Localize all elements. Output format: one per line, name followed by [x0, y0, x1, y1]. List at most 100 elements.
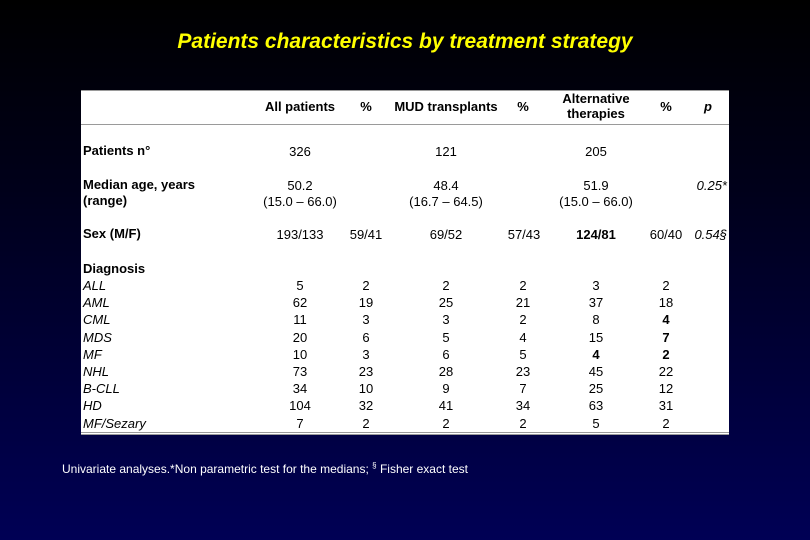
- footnote-test: Fisher exact test: [376, 462, 468, 476]
- diagnosis-alt: 37: [588, 295, 604, 311]
- patients-n-label: Patients n°: [83, 143, 151, 158]
- diagnosis-all-pct: 19: [358, 295, 374, 311]
- diagnosis-mud-pct: 4: [519, 329, 527, 345]
- median-age-all-range: (15.0 – 66.0): [263, 194, 337, 209]
- diagnosis-alt-pct: 2: [662, 346, 670, 362]
- header-all-patients: All patients: [264, 99, 336, 114]
- bottom-rule: [81, 432, 729, 433]
- diagnosis-alt-pct: 2: [662, 415, 670, 431]
- median-age-alt-range: (15.0 – 66.0): [559, 194, 633, 209]
- diagnosis-mud: 41: [438, 398, 454, 414]
- diagnosis-mud: 25: [438, 295, 454, 311]
- diagnosis-all: 7: [296, 415, 304, 431]
- median-age-range-label: (range): [83, 193, 128, 208]
- diagnosis-all-pct: 32: [358, 398, 374, 414]
- diagnosis-all: 73: [292, 364, 308, 379]
- sex-all-pct: 59/41: [349, 227, 383, 242]
- diagnosis-name: B-CLL: [83, 381, 120, 397]
- diagnosis-alt-pct: 7: [662, 329, 670, 345]
- slide-title: Patients characteristics by treatment st…: [177, 30, 633, 53]
- sex-mud: 69/52: [429, 227, 463, 242]
- header-mud-transplants: MUD transplants: [394, 99, 498, 114]
- diagnosis-all-pct: 6: [362, 329, 370, 345]
- diagnosis-label: Diagnosis: [83, 261, 146, 276]
- diagnosis-alt: 4: [592, 346, 600, 362]
- sex-label: Sex (M/F): [83, 226, 141, 241]
- diagnosis-mud: 6: [442, 346, 450, 362]
- header-p-value: p: [704, 99, 712, 114]
- diagnosis-all: 20: [292, 329, 308, 345]
- sex-all: 193/133: [276, 227, 324, 242]
- diagnosis-alt-pct: 22: [658, 364, 674, 379]
- diagnosis-name: CML: [83, 312, 111, 328]
- diagnosis-all: 11: [293, 312, 307, 328]
- median-age-p-value: 0.25*: [696, 178, 727, 193]
- diagnosis-name: NHL: [83, 364, 110, 379]
- median-age-label: Median age, years: [83, 177, 195, 192]
- diagnosis-mud: 9: [442, 381, 450, 397]
- diagnosis-name: AML: [83, 295, 110, 311]
- median-age-alt: 51.9: [583, 178, 609, 193]
- diagnosis-all-pct: 3: [362, 312, 370, 328]
- diagnosis-mud-pct: 21: [515, 295, 531, 311]
- diagnosis-mud-pct: 7: [519, 381, 527, 397]
- diagnosis-name: MF: [83, 346, 102, 362]
- header-pct-mud: %: [517, 99, 529, 114]
- diagnosis-mud-pct: 23: [515, 364, 531, 379]
- diagnosis-all-pct: 23: [358, 364, 374, 379]
- sex-alt: 124/81: [576, 227, 616, 242]
- diagnosis-alt-pct: 12: [658, 381, 674, 397]
- median-age-all: 50.2: [287, 178, 313, 193]
- patients-n-mud: 121: [435, 144, 457, 159]
- diagnosis-alt-pct: 31: [658, 398, 674, 414]
- header-pct-alt: %: [660, 99, 672, 114]
- sex-alt-pct: 60/40: [649, 227, 683, 242]
- diagnosis-alt: 8: [592, 312, 600, 328]
- diagnosis-mud: 28: [438, 364, 454, 379]
- median-age-mud-range: (16.7 – 64.5): [409, 194, 483, 209]
- diagnosis-alt: 63: [588, 398, 604, 414]
- diagnosis-all-pct: 3: [362, 346, 370, 362]
- diagnosis-name: ALL: [83, 278, 107, 293]
- diagnosis-mud-pct: 2: [519, 312, 527, 328]
- diagnosis-mud: 5: [442, 329, 450, 345]
- sex-mud-pct: 57/43: [507, 227, 541, 242]
- header-pct-all: %: [360, 99, 372, 114]
- sex-p-value: 0.54§: [694, 227, 727, 242]
- diagnosis-all: 5: [296, 278, 304, 293]
- diagnosis-all: 34: [292, 381, 308, 397]
- diagnosis-mud: 2: [442, 415, 450, 431]
- footnote: Univariate analyses.*Non parametric test…: [62, 461, 468, 476]
- diagnosis-mud-pct: 5: [519, 346, 527, 362]
- header-alternative-therapies: Alternative therapies: [562, 91, 630, 121]
- diagnosis-name: MF/Sezary: [83, 415, 146, 431]
- diagnosis-mud: 2: [442, 278, 450, 293]
- diagnosis-alt-pct: 18: [658, 295, 674, 311]
- diagnosis-all: 62: [292, 295, 308, 311]
- diagnosis-mud: 3: [442, 312, 450, 328]
- diagnosis-alt-pct: 4: [662, 312, 670, 328]
- diagnosis-alt: 25: [588, 381, 604, 397]
- diagnosis-all-pct: 10: [358, 381, 374, 397]
- diagnosis-alt: 5: [592, 415, 600, 431]
- diagnosis-name: HD: [83, 398, 102, 414]
- diagnosis-all: 10: [292, 346, 308, 362]
- diagnosis-mud-pct: 2: [519, 415, 527, 431]
- diagnosis-alt: 15: [588, 329, 604, 345]
- diagnosis-alt-pct: 2: [662, 278, 670, 293]
- patients-n-alt: 205: [585, 144, 607, 159]
- median-age-mud: 48.4: [433, 178, 459, 193]
- diagnosis-all: 104: [289, 398, 311, 414]
- footnote-text: Univariate analyses.*Non parametric test…: [62, 462, 373, 476]
- patients-n-all: 326: [289, 144, 311, 159]
- footnote-symbol: §: [372, 461, 377, 470]
- diagnosis-mud-pct: 2: [519, 278, 527, 293]
- header-rule: [81, 124, 729, 125]
- diagnosis-alt: 45: [588, 364, 604, 379]
- diagnosis-name: MDS: [83, 329, 112, 345]
- diagnosis-all-pct: 2: [362, 278, 370, 293]
- diagnosis-alt: 3: [592, 278, 600, 293]
- diagnosis-all-pct: 2: [362, 415, 370, 431]
- characteristics-table: All patients % MUD transplants % Alterna…: [81, 90, 729, 435]
- diagnosis-mud-pct: 34: [515, 398, 531, 414]
